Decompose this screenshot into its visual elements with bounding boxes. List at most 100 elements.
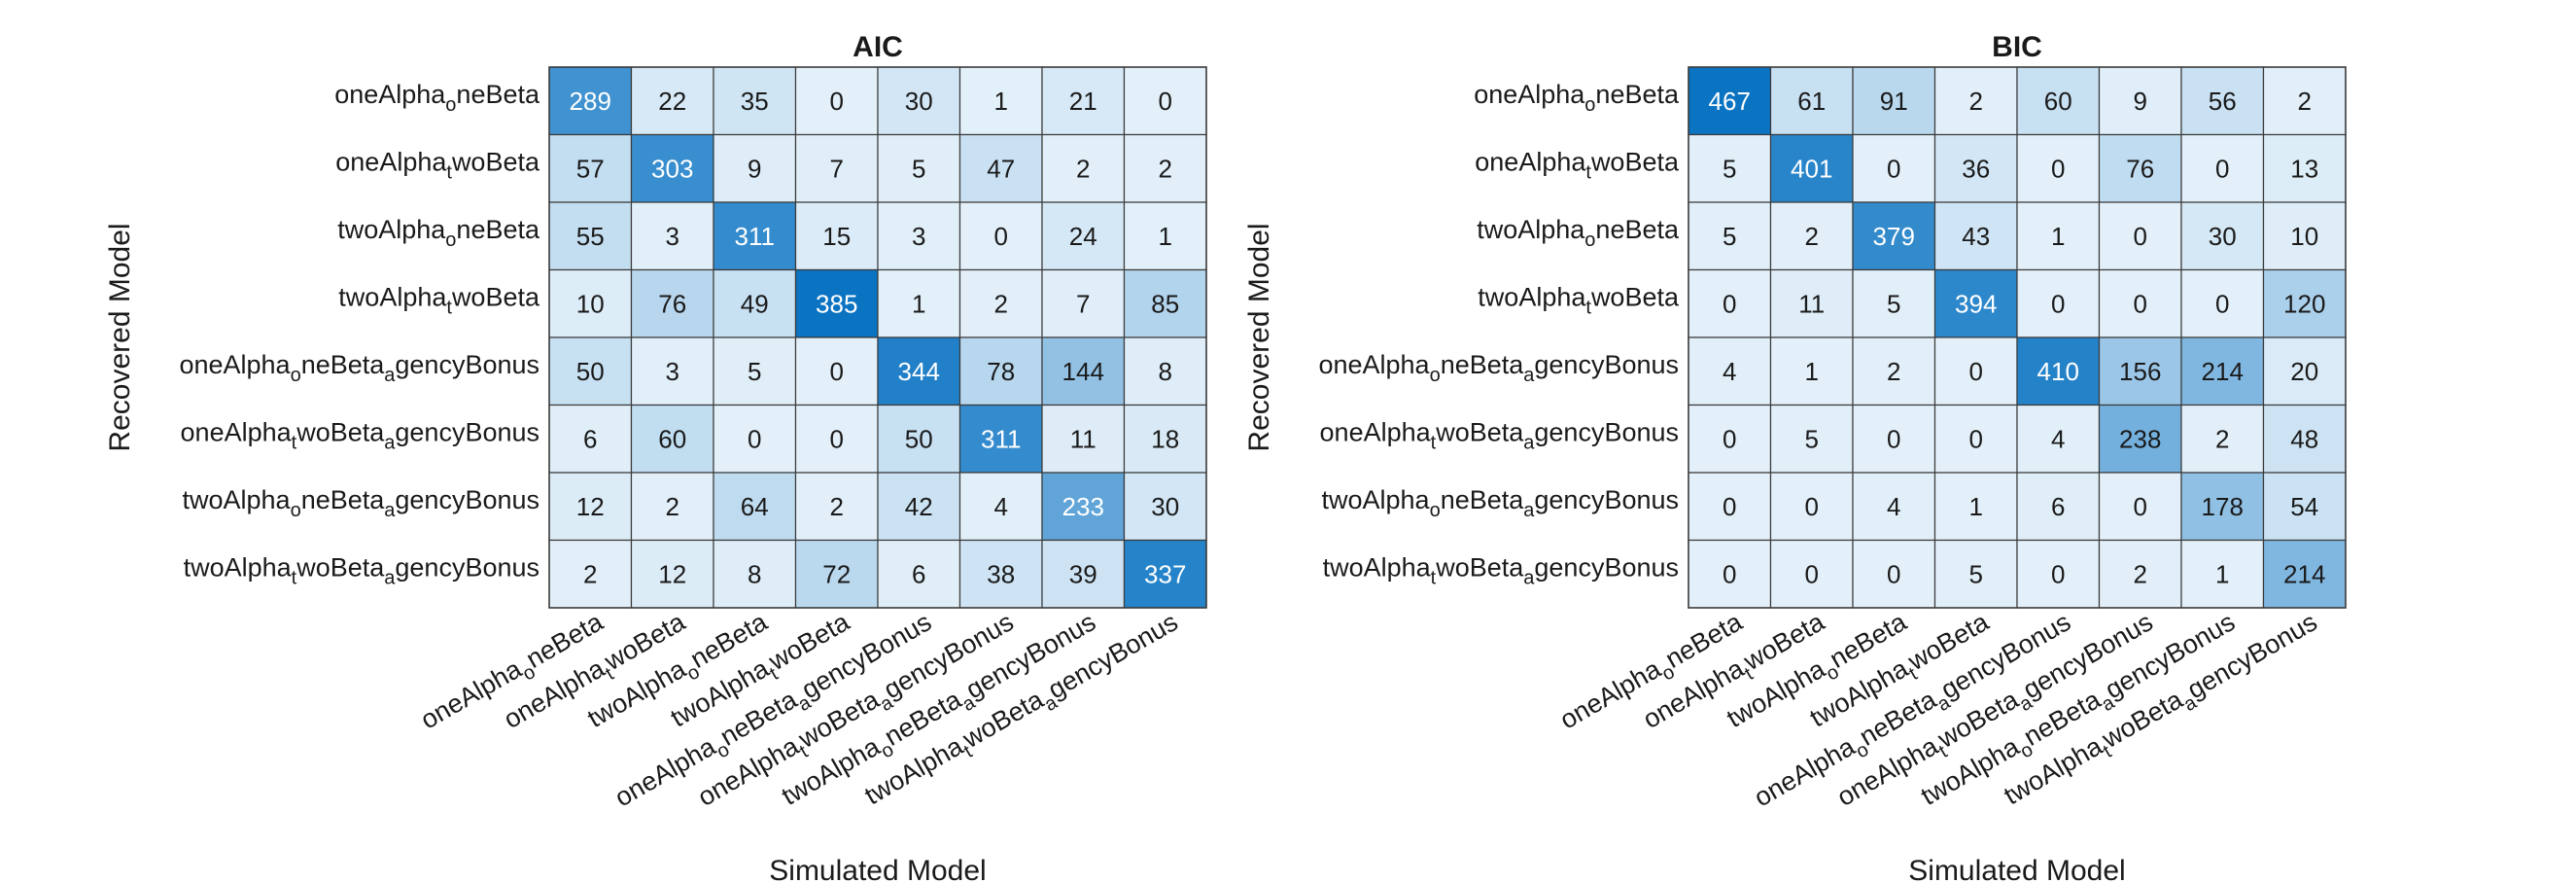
cell-value-label: 21 (1069, 87, 1097, 116)
chart-title: BIC (1992, 31, 2042, 63)
y-tick-label: twoAlphaoneBeta (337, 215, 540, 251)
y-tick-label: oneAlphaoneBetaagencyBonus (1318, 350, 1679, 386)
cell-value-label: 57 (576, 154, 605, 183)
cell-value-label: 344 (898, 357, 940, 386)
y-tick-label: oneAlphatwoBetaagencyBonus (181, 417, 540, 453)
cell-value-label: 12 (576, 492, 605, 521)
cell-value-label: 6 (583, 424, 597, 453)
cell-value-label: 2 (830, 492, 844, 521)
cell-value-label: 43 (1962, 222, 1990, 251)
cell-value-label: 0 (1723, 559, 1736, 588)
x-axis-label: Simulated Model (1908, 855, 2125, 883)
cell-value-label: 0 (994, 222, 1008, 251)
y-tick-label: twoAlphaoneBeta (1477, 215, 1680, 251)
cell-value-label: 78 (987, 357, 1015, 386)
cell-value-label: 0 (830, 424, 844, 453)
cell-value-label: 24 (1069, 222, 1097, 251)
cell-value-label: 50 (905, 424, 933, 453)
cell-value-label: 76 (2126, 154, 2154, 183)
cell-value-label: 3 (666, 222, 679, 251)
cell-value-label: 0 (1723, 492, 1736, 521)
cell-value-label: 10 (576, 289, 605, 318)
cell-value-label: 4 (1723, 357, 1736, 386)
cell-value-label: 0 (2051, 289, 2065, 318)
x-axis-label: Simulated Model (769, 855, 986, 883)
cell-value-label: 9 (748, 154, 761, 183)
y-tick-label: oneAlphaoneBeta (1474, 80, 1680, 116)
y-tick-label: oneAlphaoneBeta (334, 80, 540, 116)
cell-value-label: 0 (748, 424, 761, 453)
cell-value-label: 42 (905, 492, 933, 521)
y-axis-label: Recovered Model (104, 223, 136, 451)
cell-value-label: 214 (2202, 357, 2244, 386)
cell-value-label: 12 (658, 559, 686, 588)
cell-value-label: 1 (912, 289, 925, 318)
y-tick-label: oneAlphatwoBetaagencyBonus (1320, 417, 1679, 453)
cell-value-label: 144 (1062, 357, 1104, 386)
cell-value-label: 5 (1805, 424, 1819, 453)
cell-value-label: 55 (576, 222, 605, 251)
cell-value-label: 0 (2215, 289, 2229, 318)
cell-value-label: 2 (1887, 357, 1900, 386)
cell-value-label: 8 (748, 559, 761, 588)
cell-value-label: 91 (1880, 87, 1908, 116)
cell-value-label: 467 (1709, 87, 1751, 116)
cell-value-label: 214 (2283, 559, 2325, 588)
cell-value-label: 1 (2215, 559, 2229, 588)
cell-value-label: 2 (1159, 154, 1172, 183)
cell-value-label: 20 (2290, 357, 2318, 386)
cell-value-label: 120 (2283, 289, 2325, 318)
cell-value-label: 18 (1151, 424, 1179, 453)
cell-value-label: 0 (1969, 424, 1983, 453)
cell-value-label: 6 (2051, 492, 2065, 521)
cell-value-label: 0 (1723, 289, 1736, 318)
cell-value-label: 2 (1076, 154, 1090, 183)
cell-value-label: 2 (583, 559, 597, 588)
cell-value-label: 311 (981, 424, 1021, 453)
cell-value-label: 0 (1805, 559, 1819, 588)
heatmap-panel-bic: 467 61 91 2 60 9 56 25 401 0 36 0 76 0 135 2 379 43 1 0 30 10… (1243, 31, 2346, 883)
cell-value-label: 4 (2051, 424, 2065, 453)
cell-value-label: 54 (2290, 492, 2318, 521)
y-tick-label: oneAlphaoneBetaagencyBonus (179, 350, 540, 386)
cell-value-label: 4 (1887, 492, 1900, 521)
cell-value-label: 1 (1969, 492, 1983, 521)
cell-value-label: 7 (830, 154, 844, 183)
y-tick-label: twoAlphatwoBeta (338, 282, 540, 318)
cell-value-label: 85 (1151, 289, 1179, 318)
chart-title: AIC (853, 31, 903, 63)
cell-value-label: 5 (1723, 222, 1736, 251)
cell-value-label: 5 (912, 154, 925, 183)
cell-value-label: 0 (1887, 559, 1900, 588)
heatmap-panel-aic: 289 22 35 0 30 1 21 057 303 9 7 5 47 2 255 3 311 15 3 0 24 11… (104, 31, 1206, 883)
cell-value-label: 5 (1887, 289, 1900, 318)
cell-value-label: 3 (666, 357, 679, 386)
cell-value-label: 38 (987, 559, 1015, 588)
cell-value-label: 1 (994, 87, 1008, 116)
cell-value-label: 0 (2134, 289, 2147, 318)
cell-value-label: 233 (1062, 492, 1104, 521)
y-tick-label: twoAlphatwoBetaagencyBonus (184, 552, 540, 588)
cell-value-label: 394 (1955, 289, 1997, 318)
cell-value-label: 1 (1805, 357, 1819, 386)
cell-value-label: 2 (666, 492, 679, 521)
cell-value-label: 0 (830, 87, 844, 116)
cell-value-label: 48 (2290, 424, 2318, 453)
cell-value-label: 4 (994, 492, 1008, 521)
cell-value-label: 2 (1969, 87, 1983, 116)
cell-value-label: 1 (1159, 222, 1172, 251)
cell-value-label: 5 (1969, 559, 1983, 588)
cell-value-label: 178 (2202, 492, 2244, 521)
y-tick-label: oneAlphatwoBeta (335, 147, 540, 183)
cell-value-label: 379 (1873, 222, 1915, 251)
cell-value-label: 0 (2134, 492, 2147, 521)
cell-value-label: 60 (2044, 87, 2072, 116)
cell-value-label: 76 (658, 289, 686, 318)
cell-value-label: 1 (2051, 222, 2065, 251)
cell-value-label: 9 (2134, 87, 2147, 116)
y-tick-label: twoAlphatwoBetaagencyBonus (1323, 552, 1679, 588)
cell-value-label: 15 (822, 222, 851, 251)
cell-value-label: 3 (912, 222, 925, 251)
